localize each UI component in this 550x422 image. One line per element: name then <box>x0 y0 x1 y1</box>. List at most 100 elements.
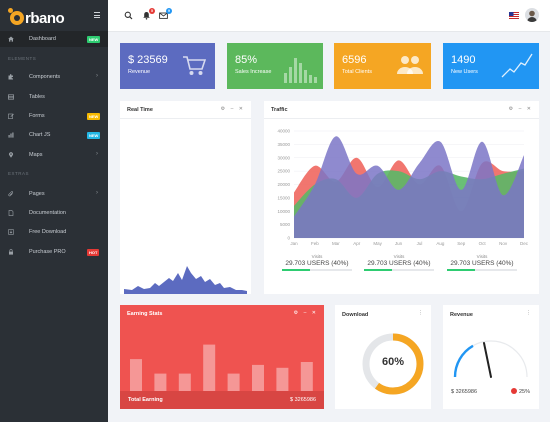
legend-value: 29.703 USERS (40%) <box>450 260 514 267</box>
panel-title: Revenue <box>450 312 473 318</box>
legend-progress <box>447 269 517 271</box>
bell-icon <box>143 12 150 20</box>
table-icon <box>8 94 14 100</box>
trend-line-icon <box>501 53 533 78</box>
us-flag-icon[interactable] <box>509 12 519 19</box>
users-icon <box>397 56 423 74</box>
map-marker-icon <box>9 152 13 158</box>
sidebar-item-label: Purchase PRO <box>29 248 66 255</box>
stat-value: 6596 <box>342 54 367 66</box>
bar-chart-icon <box>284 58 317 83</box>
message-count-badge: 9 <box>166 8 172 14</box>
messages-button[interactable]: 9 <box>159 8 172 20</box>
stat-label: Revenue <box>128 69 151 75</box>
new-badge: NEW <box>87 131 101 139</box>
panel-tools[interactable]: ⚙ ‒ ✕ <box>508 106 533 112</box>
download-donut <box>362 333 424 395</box>
panel-tools[interactable]: ⚙ ‒ ✕ <box>220 106 245 112</box>
notifications-button[interactable]: 5 <box>142 8 155 20</box>
sidebar-item-label: Forms <box>29 112 45 119</box>
stat-label: Sales Increase <box>235 69 272 75</box>
sidebar-item-tables[interactable]: Tables <box>0 89 108 105</box>
y-tick-label: 5000 <box>280 222 291 227</box>
brand-text: rbano <box>25 9 65 27</box>
mail-icon <box>159 12 168 19</box>
legend-value: 29.703 USERS (40%) <box>285 260 349 267</box>
earning-footer: Total Earning $ 3265986 <box>120 391 324 409</box>
notification-count-badge: 5 <box>149 8 155 14</box>
traffic-legend-item: Visits 29.703 USERS (40%) <box>282 254 352 271</box>
section-label-extras: EXTRAS <box>8 171 30 176</box>
panel-header: Traffic ⚙ ‒ ✕ <box>264 101 539 119</box>
y-tick-label: 20000 <box>277 182 290 187</box>
total-earning-label: Total Earning <box>128 397 163 403</box>
decrease-icon <box>511 388 517 394</box>
y-tick-label: 40000 <box>277 129 290 134</box>
sidebar-item-purchase-pro[interactable]: Purchase PRO HOT <box>0 244 108 260</box>
panel-title: Download <box>342 312 369 318</box>
stat-card-sales[interactable]: 85% Sales Increase <box>227 43 323 89</box>
area-series <box>294 136 524 238</box>
earning-bar <box>300 362 313 391</box>
stat-label: New Users <box>451 69 478 75</box>
document-icon <box>8 210 14 216</box>
y-tick-label: 15000 <box>277 195 290 200</box>
sidebar-item-chartjs[interactable]: Chart JS NEW <box>0 127 108 143</box>
sidebar-item-forms[interactable]: Forms NEW <box>0 108 108 124</box>
new-badge: NEW <box>87 112 101 120</box>
x-tick-label: Mar <box>332 241 340 246</box>
stat-value: 1490 <box>451 54 476 66</box>
x-tick-label: Jul <box>417 241 423 246</box>
search-icon[interactable] <box>124 11 133 20</box>
stat-value: 85% <box>235 54 258 66</box>
earning-bar <box>227 373 240 391</box>
sidebar-item-label: Dashboard <box>29 35 56 42</box>
sidebar-item-dashboard[interactable]: Dashboard NEW <box>0 31 108 47</box>
traffic-legend-item: Visits 29.703 USERS (40%) <box>447 254 517 271</box>
sidebar: rbano Dashboard NEW ELEMENTS Components … <box>0 0 108 422</box>
topbar: 5 9 <box>108 0 550 32</box>
x-tick-label: Aug <box>436 241 445 246</box>
x-tick-label: Feb <box>311 241 319 246</box>
menu-toggle-icon[interactable] <box>94 12 100 18</box>
legend-progress <box>282 269 352 271</box>
panel-tools[interactable]: ⚙ ‒ ✕ <box>293 310 318 316</box>
section-label-elements: ELEMENTS <box>8 56 37 61</box>
cart-icon <box>183 56 206 75</box>
total-earning-value: $ 3265986 <box>290 397 316 403</box>
earning-bar-chart <box>130 344 313 391</box>
sidebar-item-components[interactable]: Components › <box>0 69 108 85</box>
earning-stats-panel: Earning Stats ⚙ ‒ ✕ Total Earning $ 3265… <box>120 305 324 409</box>
revenue-change: 25% <box>519 389 531 395</box>
stat-card-revenue[interactable]: $ 23569 Revenue <box>120 43 215 89</box>
logo-mark <box>8 8 24 25</box>
chevron-right-icon: › <box>96 190 98 196</box>
sidebar-item-free-download[interactable]: Free Download <box>0 224 108 240</box>
more-icon[interactable]: ⋮ <box>418 310 425 316</box>
chevron-right-icon: › <box>96 151 98 157</box>
paperclip-icon <box>8 191 14 197</box>
revenue-gauge <box>453 340 528 378</box>
stat-card-new-users[interactable]: 1490 New Users <box>443 43 539 89</box>
earning-bar <box>203 344 216 391</box>
more-icon[interactable]: ⋮ <box>526 310 533 316</box>
brand-logo[interactable]: rbano <box>8 8 65 28</box>
y-tick-label: 35000 <box>277 142 290 147</box>
avatar[interactable] <box>525 8 539 22</box>
x-tick-label: Apr <box>353 241 361 246</box>
realtime-panel: Real Time ⚙ ‒ ✕ <box>120 101 251 294</box>
traffic-panel: Traffic ⚙ ‒ ✕ 0 5000 10000 15000 20000 25000 3… <box>264 101 539 294</box>
x-tick-label: Nov <box>499 241 508 246</box>
revenue-panel: Revenue ⋮ $ 3265986 25% <box>443 305 539 409</box>
x-tick-label: Jun <box>395 241 403 246</box>
sidebar-item-pages[interactable]: Pages › <box>0 186 108 202</box>
revenue-amount: $ 3265986 <box>451 389 477 395</box>
panel-title: Traffic <box>271 107 288 113</box>
lock-icon <box>9 249 13 255</box>
sidebar-item-documentation[interactable]: Documentation <box>0 205 108 221</box>
sidebar-item-maps[interactable]: Maps › <box>0 147 108 163</box>
chevron-right-icon: › <box>96 73 98 79</box>
edit-icon <box>8 113 14 119</box>
panel-title: Earning Stats <box>127 311 163 317</box>
stat-card-clients[interactable]: 6596 Total Clients <box>334 43 431 89</box>
